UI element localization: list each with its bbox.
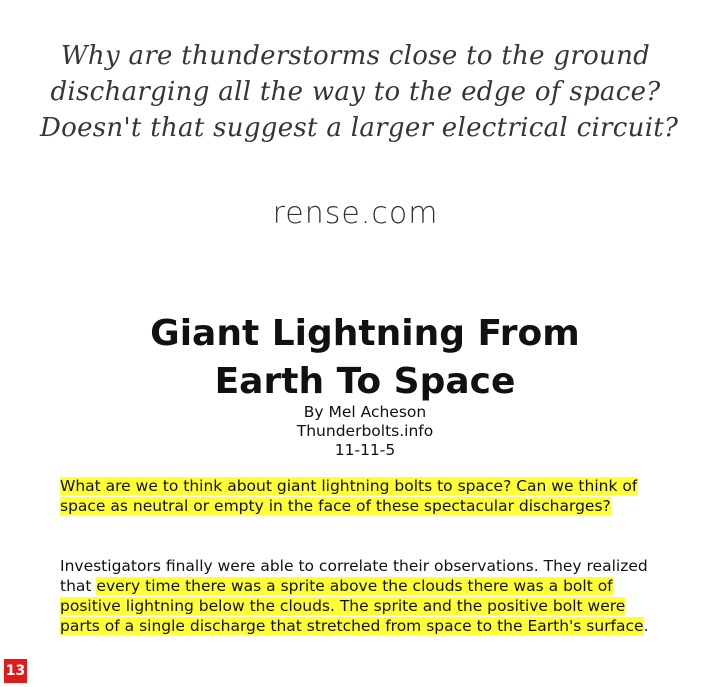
article-title: Giant Lightning From Earth To Space: [60, 310, 670, 406]
byline: By Mel Acheson: [303, 403, 427, 421]
article-meta: By Mel Acheson Thunderbolts.info 11-11-5: [60, 403, 670, 460]
body-highlight: every time there was a sprite above the …: [60, 577, 644, 635]
article-title-line: Giant Lightning From: [150, 313, 580, 354]
body-paragraph: Investigators finally were able to corre…: [60, 556, 670, 636]
page-number-badge: 13: [4, 659, 27, 683]
intro-highlight: What are we to think about giant lightni…: [60, 477, 638, 515]
site-name: Thunderbolts.info: [296, 422, 434, 440]
article-date: 11-11-5: [334, 441, 396, 459]
intro-paragraph: What are we to think about giant lightni…: [60, 476, 670, 516]
headline-line: Doesn't that suggest a larger electrical…: [40, 113, 679, 143]
headline: Why are thunderstorms close to the groun…: [40, 38, 679, 146]
headline-line: Why are thunderstorms close to the groun…: [60, 41, 651, 71]
body-text: Investigators finally were able to corre…: [60, 557, 648, 595]
headline-line: discharging all the way to the edge of s…: [50, 77, 661, 107]
source-logo: rense.com: [272, 196, 439, 231]
body-end: .: [643, 617, 649, 635]
article-title-line: Earth To Space: [214, 361, 516, 402]
